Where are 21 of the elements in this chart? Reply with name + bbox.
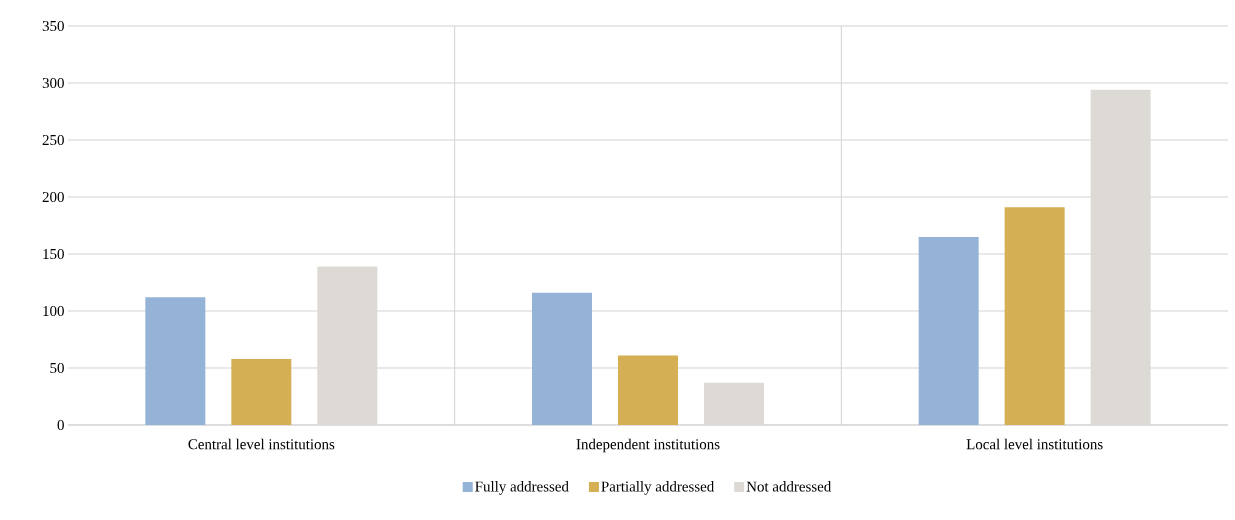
legend-label: Fully addressed: [475, 481, 569, 495]
y-tick-label: 0: [57, 419, 64, 431]
y-tick-label: 250: [42, 134, 64, 146]
x-tick-label: Independent institutions: [576, 438, 720, 453]
y-tick-label: 150: [43, 248, 64, 260]
bar: [1004, 207, 1065, 425]
y-tick-label: 100: [43, 305, 64, 317]
y-tick-label: 50: [50, 362, 64, 374]
y-tick-label: 300: [42, 77, 64, 89]
bar: [531, 292, 592, 425]
legend-label: Partially addressed: [601, 481, 715, 495]
legend-label: Not addressed: [746, 481, 832, 492]
bar: [231, 358, 292, 425]
y-tick-label: 200: [42, 191, 64, 203]
bar: [617, 355, 678, 425]
bar: [704, 382, 764, 425]
bar: [145, 297, 206, 425]
y-tick-label: 350: [42, 20, 64, 32]
bar: [918, 236, 979, 425]
x-tick-label: Local level institutions: [966, 438, 1103, 450]
x-tick-label: Central level institutions: [188, 438, 335, 450]
